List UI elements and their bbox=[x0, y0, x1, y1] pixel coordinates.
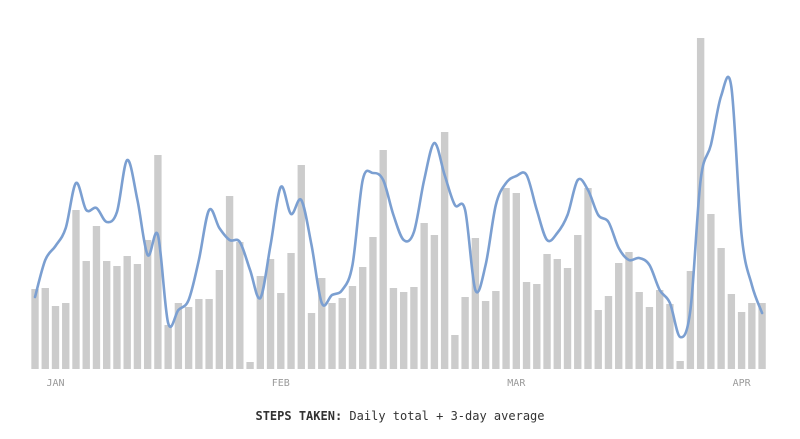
bar bbox=[184, 307, 193, 369]
bar bbox=[512, 193, 520, 369]
bar bbox=[307, 313, 316, 369]
bar bbox=[676, 361, 684, 369]
bar bbox=[277, 293, 285, 369]
bar bbox=[574, 235, 582, 369]
bar bbox=[625, 252, 633, 369]
bar bbox=[481, 301, 490, 369]
bar bbox=[215, 270, 224, 369]
bar bbox=[635, 292, 643, 369]
bar bbox=[133, 264, 142, 369]
bar bbox=[225, 196, 234, 369]
bar bbox=[645, 307, 654, 369]
chart-title: STEPS TAKEN: bbox=[255, 409, 342, 423]
x-tick-label: FEB bbox=[272, 378, 290, 389]
bar bbox=[420, 223, 428, 369]
bar bbox=[686, 271, 695, 369]
average-line bbox=[33, 75, 764, 339]
bar bbox=[379, 150, 387, 369]
bar bbox=[696, 38, 705, 369]
caption: STEPS TAKEN: Daily total + 3-day average bbox=[255, 409, 544, 423]
bar bbox=[62, 303, 70, 369]
bar bbox=[287, 253, 295, 369]
bar bbox=[205, 299, 213, 369]
bar bbox=[666, 304, 674, 369]
bar bbox=[348, 286, 357, 369]
bar bbox=[236, 242, 244, 369]
bar bbox=[707, 214, 715, 369]
bar bbox=[748, 303, 756, 369]
bar bbox=[31, 289, 39, 369]
bar bbox=[338, 298, 346, 369]
bar bbox=[594, 310, 602, 369]
bar bbox=[461, 297, 469, 369]
bar bbox=[359, 267, 367, 369]
bars bbox=[31, 38, 766, 369]
bar bbox=[82, 261, 90, 369]
bar bbox=[195, 299, 203, 369]
bar bbox=[492, 291, 500, 369]
x-tick-label: JAN bbox=[46, 378, 64, 389]
bar bbox=[72, 210, 80, 369]
bar bbox=[256, 276, 264, 369]
bar bbox=[174, 303, 183, 369]
bar bbox=[553, 259, 561, 369]
bar bbox=[399, 292, 408, 369]
x-axis: JAN FEB MAR APR bbox=[46, 378, 751, 389]
bar bbox=[584, 188, 592, 369]
bar bbox=[143, 240, 152, 369]
bar bbox=[430, 235, 439, 369]
bar bbox=[369, 237, 377, 369]
bar bbox=[563, 268, 572, 369]
bar bbox=[113, 266, 121, 369]
bar bbox=[533, 284, 541, 369]
bar bbox=[266, 259, 275, 369]
bar bbox=[451, 335, 459, 369]
bar bbox=[318, 278, 326, 369]
bar bbox=[522, 282, 531, 369]
bar bbox=[758, 303, 766, 369]
x-tick-label: APR bbox=[733, 378, 752, 389]
bar bbox=[41, 288, 49, 369]
bar bbox=[737, 312, 746, 369]
bar bbox=[103, 261, 111, 369]
bar bbox=[471, 238, 480, 369]
bar bbox=[727, 294, 736, 369]
bar bbox=[440, 132, 449, 369]
bar bbox=[389, 288, 398, 369]
bar bbox=[123, 256, 131, 369]
bar bbox=[502, 188, 510, 369]
x-tick-label: MAR bbox=[507, 378, 526, 389]
chart-subtitle: Daily total + 3-day average bbox=[349, 409, 544, 423]
bar bbox=[154, 155, 162, 369]
bar bbox=[328, 303, 336, 369]
bar bbox=[410, 287, 418, 369]
bar bbox=[543, 254, 551, 369]
bar bbox=[297, 165, 305, 369]
bar bbox=[604, 296, 613, 369]
bar bbox=[164, 325, 172, 369]
bar bbox=[92, 226, 101, 369]
lines bbox=[33, 75, 764, 339]
bar bbox=[51, 306, 60, 369]
bar bbox=[655, 290, 664, 369]
bar bbox=[717, 248, 725, 369]
bar bbox=[615, 263, 623, 369]
bar bbox=[246, 362, 254, 369]
